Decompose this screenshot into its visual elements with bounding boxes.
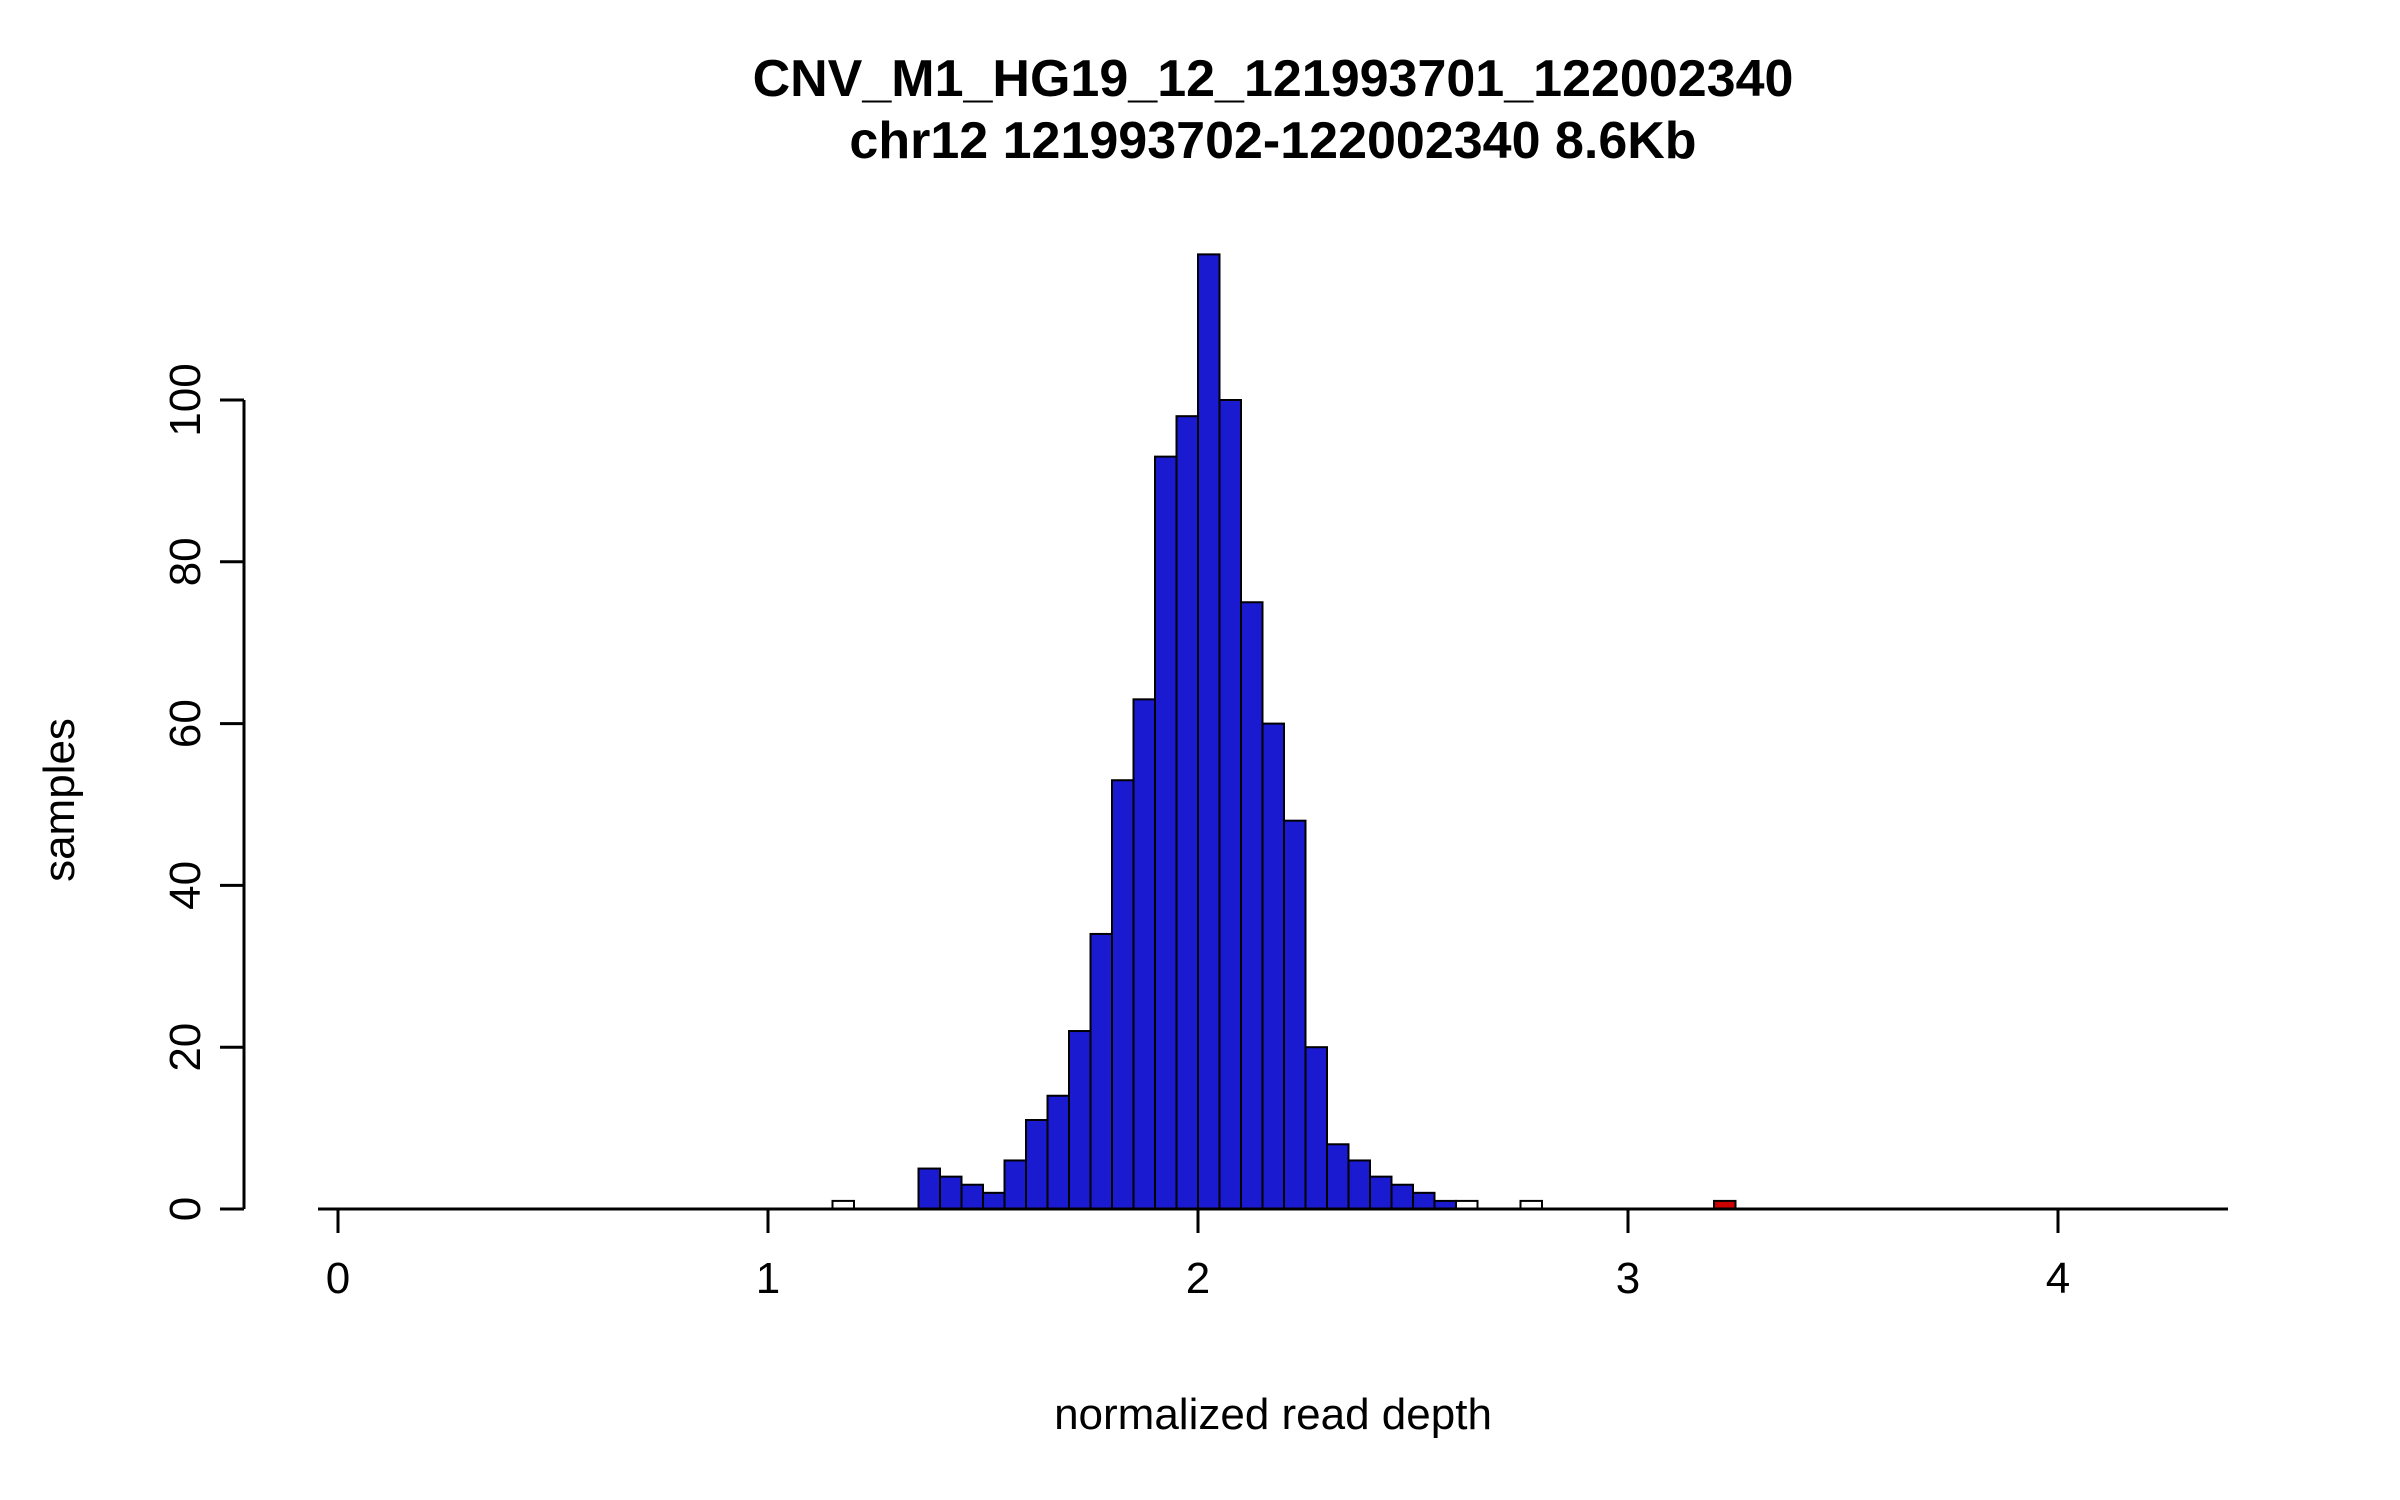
histogram-bar (1240, 601, 1264, 1210)
y-tick-label: 60 (161, 699, 210, 748)
histogram-bar (1412, 1191, 1436, 1210)
chart-subtitle: chr12 121993702-122002340 8.6Kb (849, 112, 1697, 170)
histogram-bar (1197, 253, 1221, 1210)
histogram-bar (1046, 1094, 1070, 1210)
histogram-bar (1175, 415, 1199, 1210)
histogram-bar (1068, 1030, 1092, 1211)
histogram-bar (1218, 399, 1242, 1210)
histogram-bar (982, 1191, 1006, 1210)
y-axis-label: samples (35, 718, 84, 882)
histogram-bar (1154, 455, 1178, 1210)
y-tick-label: 40 (161, 861, 210, 910)
histogram-bar (1025, 1119, 1049, 1211)
histogram-bar (1111, 779, 1135, 1210)
histogram-bar (939, 1175, 963, 1211)
x-tick-label: 0 (326, 1254, 350, 1303)
x-tick-label: 2 (1186, 1254, 1210, 1303)
x-tick-label: 3 (1616, 1254, 1640, 1303)
histogram-bar (1369, 1175, 1393, 1211)
histogram-bar (1003, 1159, 1027, 1210)
x-tick-label: 1 (756, 1254, 780, 1303)
histogram-bar (960, 1183, 984, 1210)
y-tick-label: 80 (161, 537, 210, 586)
histogram-bar (1347, 1159, 1371, 1210)
x-axis-label: normalized read depth (1054, 1390, 1492, 1439)
histogram-bar (1390, 1183, 1414, 1210)
x-tick-label: 4 (2046, 1254, 2070, 1303)
y-tick-label: 20 (161, 1023, 210, 1072)
histogram-bar (1132, 698, 1156, 1211)
histogram-bar (917, 1167, 941, 1211)
histogram-bar (1089, 932, 1113, 1210)
histogram-bar (1326, 1143, 1350, 1211)
histogram-bar (1261, 722, 1285, 1210)
chart-title: CNV_M1_HG19_12_121993701_122002340 (752, 50, 1794, 108)
y-tick-label: 0 (161, 1197, 210, 1221)
y-tick-label: 100 (161, 363, 210, 436)
chart-title-block: CNV_M1_HG19_12_121993701_122002340 chr12… (318, 48, 2228, 172)
histogram-bar (1304, 1046, 1328, 1210)
histogram-bar (1283, 819, 1307, 1210)
